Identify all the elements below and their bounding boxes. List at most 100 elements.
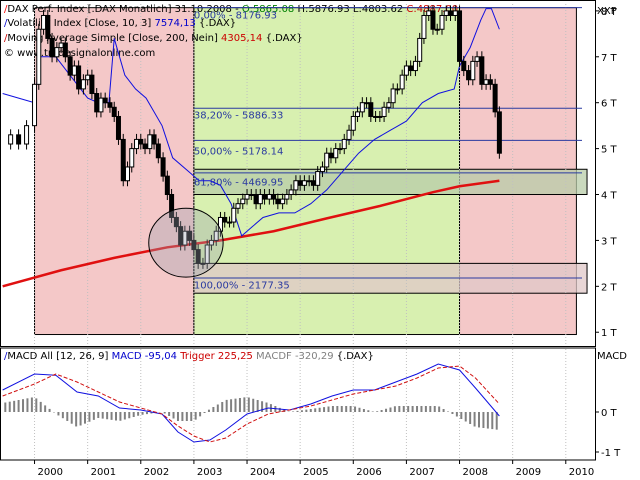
price-frame: [0, 0, 596, 347]
y-tick-label: 8 T: [601, 7, 618, 18]
candle-body: [271, 194, 277, 200]
zone-box-0: [193, 168, 588, 196]
x-tick-label: 2001: [91, 467, 116, 478]
candle-body: [390, 88, 396, 104]
candle-body: [408, 65, 414, 72]
candle-body: [89, 74, 95, 95]
candle-body: [107, 102, 113, 108]
candle-body: [448, 10, 453, 16]
x-tick-label: 2004: [250, 467, 275, 478]
candle-body: [284, 194, 290, 200]
candle-body: [94, 93, 100, 113]
candle-body: [102, 97, 108, 104]
candle-body: [24, 125, 30, 145]
candle-body: [466, 70, 472, 81]
candle-body: [217, 216, 223, 232]
candle-body: [280, 198, 286, 205]
candle-body: [319, 166, 325, 173]
candle-body: [235, 203, 241, 209]
candle-body: [377, 115, 383, 118]
candle-body: [227, 221, 232, 224]
trigger-line: [2, 365, 500, 443]
candle-body: [76, 65, 82, 90]
candle-body: [492, 83, 498, 113]
candle-body: [288, 189, 294, 196]
candle-body: [32, 83, 38, 127]
candle-body: [36, 28, 42, 85]
candle-body: [399, 74, 405, 90]
candle-body: [315, 171, 321, 186]
price-plot: 0,00% - 8176.93 38,20% - 5886.33 50,00% - …: [2, 5, 582, 291]
x-tick-label: 2003: [197, 467, 222, 478]
candle-body: [213, 230, 219, 241]
candle-body: [142, 143, 148, 150]
candle-body: [164, 175, 170, 196]
candle-body: [173, 216, 179, 228]
candle-body: [341, 138, 347, 150]
candle-body: [208, 239, 214, 246]
candle-body: [222, 216, 228, 223]
candle-body: [195, 249, 201, 264]
candle-body: [182, 230, 188, 246]
candle-body: [45, 14, 51, 39]
x-tick-label: 2010: [569, 467, 594, 478]
y-tick-label: 5 T: [601, 145, 618, 156]
candle-body: [324, 152, 330, 168]
candle-body: [328, 152, 334, 159]
candle-body: [426, 10, 432, 16]
candle-body: [412, 60, 418, 72]
candle-body: [98, 97, 104, 113]
x-tick-label: 2009: [516, 467, 541, 478]
candle-body: [275, 198, 281, 205]
candle-body: [293, 180, 299, 191]
candle-body: [204, 244, 210, 264]
axis-unit-label: XXP: [597, 6, 617, 17]
candle-body: [461, 60, 467, 72]
candle-body: [169, 194, 175, 218]
x-tick-label: 2002: [144, 467, 169, 478]
x-tick-label: 2007: [409, 467, 434, 478]
candle-body: [58, 42, 64, 49]
macd-title: /MACD All [12, 26, 9] MACD -95,04 Trigge…: [4, 351, 374, 362]
candle-body: [262, 194, 268, 200]
candle-body: [85, 74, 91, 81]
candle-body: [297, 180, 303, 186]
candle-body: [155, 143, 161, 159]
candle-body: [253, 194, 259, 205]
candle-body: [257, 194, 263, 205]
candle-body: [147, 134, 153, 150]
axes: 8 T 7 T 6 T 5 T 4 T 3 T 2 T 1 T 0 T -1 T 2000 2001 2…: [0, 0, 621, 478]
x-tick-label: 2008: [463, 467, 488, 478]
y-tick-label: 4 T: [601, 191, 618, 202]
candle-body: [160, 157, 166, 177]
volatility-line: [2, 8, 500, 237]
y-tick-label: 2 T: [601, 282, 618, 293]
candle-body: [470, 60, 476, 81]
x-tick-label: 2005: [303, 467, 328, 478]
candle-body: [54, 47, 60, 58]
candle-body: [111, 106, 117, 117]
candle-body: [443, 10, 449, 16]
candle-body: [417, 37, 423, 62]
candle-body: [129, 148, 135, 168]
candle-body: [364, 102, 370, 105]
candle-body: [403, 65, 409, 76]
candle-body: [355, 111, 361, 117]
candle-body: [359, 102, 365, 113]
macd-axis-label: MACD: [597, 351, 627, 362]
candle-body: [310, 180, 316, 186]
fib-label: 100,00% - 2177.35: [194, 280, 290, 291]
candle-body: [266, 194, 272, 200]
candle-body: [71, 65, 77, 76]
y-tick-label: 6 T: [601, 99, 618, 110]
candle-body: [115, 115, 121, 140]
candle-body: [125, 166, 130, 182]
y-tick-label: 3 T: [601, 236, 618, 247]
x-tick-label: 2000: [38, 467, 63, 478]
candle-body: [41, 14, 47, 30]
candle-body: [483, 79, 489, 85]
candle-body: [16, 134, 22, 145]
candle-body: [487, 79, 493, 85]
candle-body: [457, 10, 463, 62]
candle-body: [200, 262, 206, 265]
